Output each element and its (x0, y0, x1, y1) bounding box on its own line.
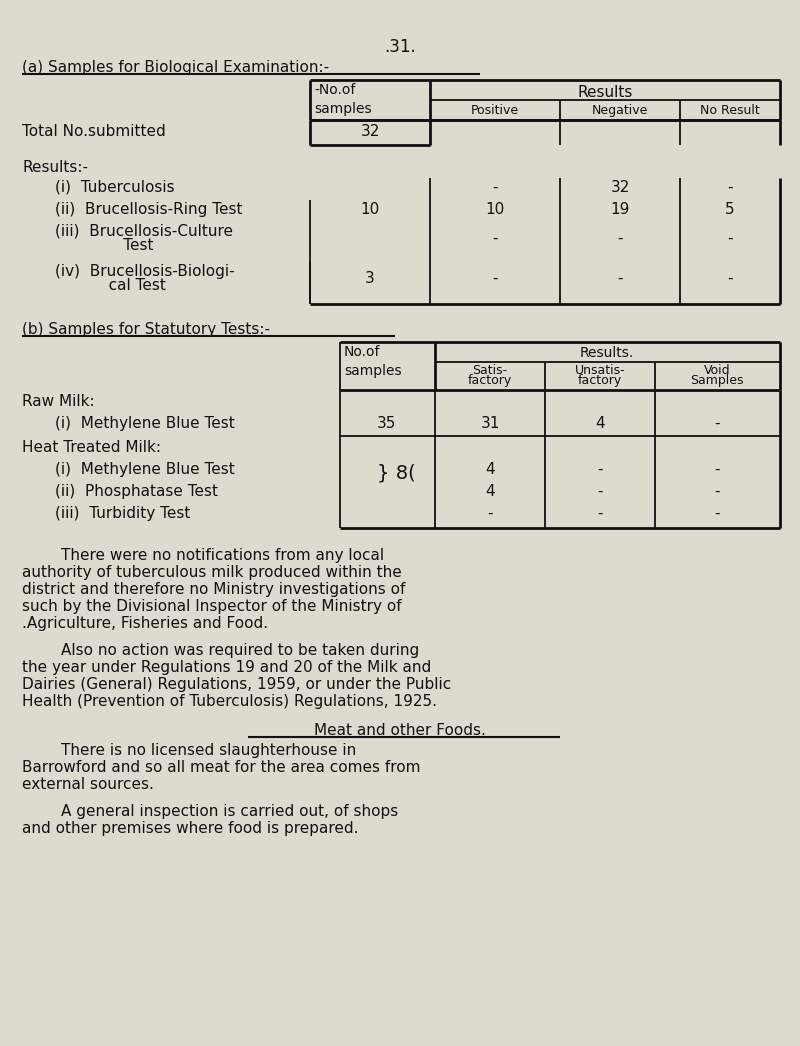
Text: A general inspection is carried out, of shops: A general inspection is carried out, of … (22, 804, 398, 819)
Text: -: - (598, 462, 602, 477)
Text: Results:-: Results:- (22, 160, 88, 175)
Text: Unsatis-: Unsatis- (574, 364, 626, 377)
Text: -: - (598, 506, 602, 521)
Text: 32: 32 (610, 180, 630, 195)
Text: Void: Void (704, 364, 730, 377)
Text: (iii)  Turbidity Test: (iii) Turbidity Test (55, 506, 190, 521)
Text: 5: 5 (725, 202, 735, 217)
Text: -: - (714, 506, 720, 521)
Text: Positive: Positive (471, 104, 519, 117)
Text: the year under Regulations 19 and 20 of the Milk and: the year under Regulations 19 and 20 of … (22, 660, 431, 675)
Text: such by the Divisional Inspector of the Ministry of: such by the Divisional Inspector of the … (22, 599, 402, 614)
Text: -: - (727, 231, 733, 246)
Text: Satis-: Satis- (473, 364, 507, 377)
Text: Dairies (General) Regulations, 1959, or under the Public: Dairies (General) Regulations, 1959, or … (22, 677, 451, 692)
Text: 3: 3 (365, 271, 375, 286)
Text: (i)  Methylene Blue Test: (i) Methylene Blue Test (55, 416, 234, 431)
Text: Results.: Results. (580, 346, 634, 360)
Text: .Agriculture, Fisheries and Food.: .Agriculture, Fisheries and Food. (22, 616, 268, 631)
Text: and other premises where food is prepared.: and other premises where food is prepare… (22, 821, 358, 836)
Text: 4: 4 (485, 462, 495, 477)
Text: -No.of: -No.of (314, 83, 355, 97)
Text: -: - (492, 231, 498, 246)
Text: cal Test: cal Test (55, 278, 166, 293)
Text: Results: Results (578, 85, 633, 100)
Text: Total No.submitted: Total No.submitted (22, 124, 166, 139)
Text: (a) Samples for Biological Examination:-: (a) Samples for Biological Examination:- (22, 60, 329, 75)
Text: -: - (714, 484, 720, 499)
Text: Barrowford and so all meat for the area comes from: Barrowford and so all meat for the area … (22, 760, 421, 775)
Text: factory: factory (578, 374, 622, 387)
Text: 4: 4 (485, 484, 495, 499)
Text: samples: samples (344, 364, 402, 378)
Text: -: - (618, 271, 622, 286)
Text: -: - (714, 462, 720, 477)
Text: -: - (618, 231, 622, 246)
Text: 10: 10 (360, 202, 380, 217)
Text: 35: 35 (378, 416, 397, 431)
Text: No Result: No Result (700, 104, 760, 117)
Text: Heat Treated Milk:: Heat Treated Milk: (22, 440, 161, 455)
Text: Meat and other Foods.: Meat and other Foods. (314, 723, 486, 738)
Text: 4: 4 (595, 416, 605, 431)
Text: There were no notifications from any local: There were no notifications from any loc… (22, 548, 384, 563)
Text: Also no action was required to be taken during: Also no action was required to be taken … (22, 643, 419, 658)
Text: -: - (492, 180, 498, 195)
Text: factory: factory (468, 374, 512, 387)
Text: -: - (487, 506, 493, 521)
Text: Samples: Samples (690, 374, 744, 387)
Text: .31.: .31. (384, 38, 416, 56)
Text: 10: 10 (486, 202, 505, 217)
Text: authority of tuberculous milk produced within the: authority of tuberculous milk produced w… (22, 565, 402, 579)
Text: Health (Prevention of Tuberculosis) Regulations, 1925.: Health (Prevention of Tuberculosis) Regu… (22, 693, 437, 709)
Text: samples: samples (314, 103, 372, 116)
Text: district and therefore no Ministry investigations of: district and therefore no Ministry inves… (22, 582, 406, 597)
Text: external sources.: external sources. (22, 777, 154, 792)
Text: 31: 31 (480, 416, 500, 431)
Text: -: - (727, 271, 733, 286)
Text: -: - (714, 416, 720, 431)
Text: (iii)  Brucellosis-Culture: (iii) Brucellosis-Culture (55, 224, 233, 238)
Text: Negative: Negative (592, 104, 648, 117)
Text: 19: 19 (610, 202, 630, 217)
Text: } 8(: } 8( (377, 463, 416, 482)
Text: (b) Samples for Statutory Tests:-: (b) Samples for Statutory Tests:- (22, 322, 270, 337)
Text: (ii)  Phosphatase Test: (ii) Phosphatase Test (55, 484, 218, 499)
Text: 32: 32 (360, 124, 380, 139)
Text: (i)  Methylene Blue Test: (i) Methylene Blue Test (55, 462, 234, 477)
Text: -: - (598, 484, 602, 499)
Text: No.of: No.of (344, 345, 381, 359)
Text: -: - (492, 271, 498, 286)
Text: -: - (727, 180, 733, 195)
Text: (ii)  Brucellosis-Ring Test: (ii) Brucellosis-Ring Test (55, 202, 242, 217)
Text: Test: Test (55, 238, 154, 253)
Text: (i)  Tuberculosis: (i) Tuberculosis (55, 180, 174, 195)
Text: There is no licensed slaughterhouse in: There is no licensed slaughterhouse in (22, 743, 356, 758)
Text: Raw Milk:: Raw Milk: (22, 394, 94, 409)
Text: (iv)  Brucellosis-Biologi-: (iv) Brucellosis-Biologi- (55, 264, 234, 279)
